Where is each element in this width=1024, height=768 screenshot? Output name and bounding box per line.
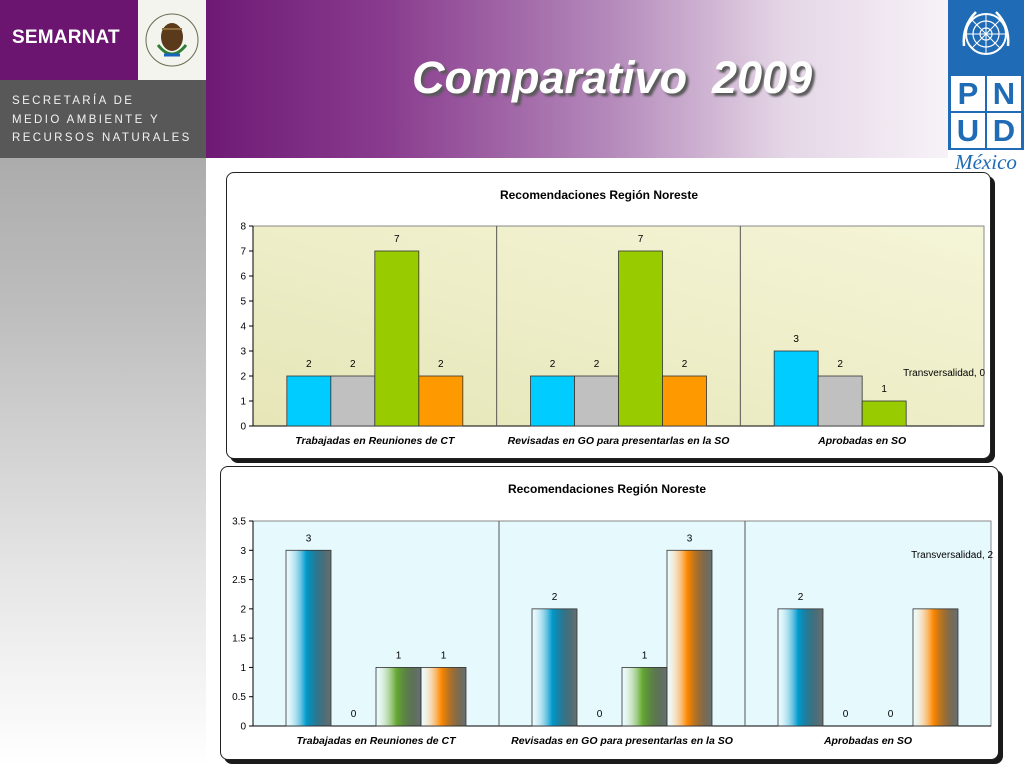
chart-1: Recomendaciones Región Noreste 0 1 2 3 4 5 6 7 8 T… [240,188,985,447]
data-label: 2 [682,359,688,370]
bar [574,375,619,427]
undp-logo: P N U D México [948,0,1024,178]
ministry-line: RECURSOS NATURALES [12,132,192,144]
undp-letter: U [951,113,985,148]
y-tick-label: 3 [240,347,246,358]
data-label: 0 [597,709,603,720]
y-tick-label: 1.5 [232,634,246,645]
y-tick-label: 6 [240,272,246,283]
undp-letter: P [951,76,985,111]
chart-2-frame: Recomendaciones Región Noreste 0 0.5 1 1.5 2 2… [220,466,999,760]
un-emblem-icon [962,11,1010,55]
data-label: 1 [396,650,402,661]
bar [531,608,578,727]
data-label: 2 [837,359,843,370]
bar [374,250,420,427]
y-tick-label: 0 [240,422,246,433]
y-tick-label: 2.5 [232,575,246,586]
bar [666,549,713,727]
x-category-label: Revisadas en GO para presentarlas en la … [508,435,730,447]
y-tick-label: 0.5 [232,692,246,703]
ministry-line: MEDIO AMBIENTE Y [12,113,161,126]
series-annotation: Transversalidad, 0 [903,368,985,379]
bar [817,375,863,427]
y-tick-label: 7 [240,247,246,258]
bar [418,375,464,427]
data-label: 2 [350,359,356,370]
bar [662,375,707,427]
data-label: 7 [638,234,644,245]
bar [530,375,575,427]
bar [330,375,376,427]
y-tick-label: 5 [240,297,246,308]
x-category-label: Aprobadas en SO [817,435,906,447]
y-tick-label: 8 [240,222,246,233]
data-label: 3 [793,334,799,345]
bar [375,667,422,727]
y-tick-label: 2 [240,604,246,615]
data-label: 1 [441,650,447,661]
data-label: 0 [888,709,894,720]
bar [618,250,663,427]
chart-1-frame: Recomendaciones Región Noreste 0 1 2 3 4 5 6 7 8 T… [226,172,991,459]
bar [861,400,907,427]
semarnat-logo-bar: SEMARNAT [0,0,138,80]
undp-letter: D [987,113,1021,148]
data-label: 2 [594,359,600,370]
ministry-name: SECRETARÍA DE MEDIO AMBIENTE Y RECURSOS … [12,92,192,148]
bar [621,667,668,727]
bar [777,608,824,727]
data-label: 2 [552,592,558,603]
bar [773,350,819,427]
y-tick-label: 1 [240,663,246,674]
data-label: 3 [687,533,693,544]
bar [420,667,467,727]
series-annotation: Transversalidad, 2 [911,550,993,561]
data-label: 3 [306,533,312,544]
x-category-label: Trabajadas en Reuniones de CT [295,435,456,447]
org-logo-text: SEMARNAT [12,27,120,48]
y-tick-label: 3.5 [232,517,246,528]
x-category-label: Aprobadas en SO [823,735,912,747]
chart-title: Recomendaciones Región Noreste [500,188,698,202]
undp-letter: N [987,76,1021,111]
data-label: 2 [306,359,312,370]
y-tick-label: 4 [240,322,246,333]
x-category-label: Revisadas en GO para presentarlas en la … [511,735,733,747]
y-tick-label: 0 [240,722,246,733]
bar [912,608,959,727]
header-band [206,0,948,158]
data-label: 1 [642,650,648,661]
data-label: 0 [843,709,849,720]
data-label: 2 [798,592,804,603]
mexican-seal-icon [138,0,206,80]
data-label: 2 [550,359,556,370]
y-tick-label: 1 [240,397,246,408]
ministry-line: SECRETARÍA DE [12,95,135,107]
page-title: Comparativo 2009 [412,52,813,103]
bar [285,549,332,727]
data-label: 0 [351,709,357,720]
ministry-band [0,80,206,158]
y-tick-label: 3 [240,546,246,557]
chart-title: Recomendaciones Región Noreste [508,482,706,496]
y-tick-label: 2 [240,372,246,383]
data-label: 2 [438,359,444,370]
undp-logo-box: P N U D [948,0,1024,150]
x-category-label: Trabajadas en Reuniones de CT [296,735,457,747]
data-label: 1 [881,384,887,395]
bar [286,375,332,427]
data-label: 7 [394,234,400,245]
undp-country: México [955,150,1017,174]
chart-2: Recomendaciones Región Noreste 0 0.5 1 1.5 2 2… [232,482,993,747]
